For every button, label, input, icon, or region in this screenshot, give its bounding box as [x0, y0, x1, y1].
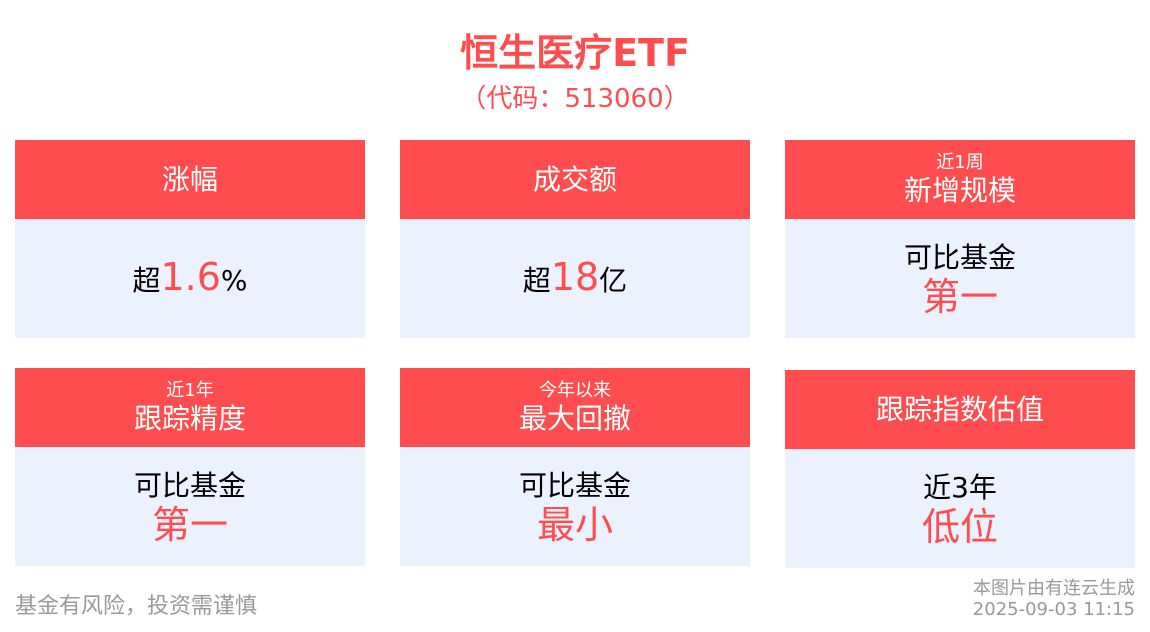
card-label: 涨幅 [161, 162, 218, 196]
card-valuation: 跟踪指数估值 近3年 低位 [785, 370, 1135, 568]
fund-code: （代码：513060） [460, 84, 690, 114]
card-label: 跟踪精度 [133, 401, 246, 435]
card-turnover: 成交额 超18亿 [400, 140, 750, 338]
card-big: 低位 [921, 504, 998, 549]
timestamp: 2025-09-03 11:15 [972, 599, 1135, 620]
value: 18 [550, 254, 600, 299]
card-label: 跟踪指数估值 [875, 392, 1044, 426]
card-sub: 今年以来 [539, 379, 611, 401]
card-gain: 涨幅 超1.6% [15, 140, 365, 338]
card-line: 可比基金 [133, 468, 246, 502]
card-line: 可比基金 [518, 468, 631, 502]
card-big: 最小 [536, 502, 613, 547]
value: 1.6 [160, 254, 221, 299]
card-tracking: 近1年 跟踪精度 可比基金 第一 [15, 368, 365, 566]
source-info: 本图片由有连云生成 2025-09-03 11:15 [973, 578, 1135, 620]
card-label: 新增规模 [903, 173, 1016, 207]
card-label: 最大回撤 [518, 401, 631, 435]
card-line: 可比基金 [903, 240, 1016, 274]
suffix: 亿 [599, 263, 628, 297]
card-label: 成交额 [532, 162, 617, 196]
card-big: 第一 [151, 502, 228, 547]
card-sub: 近1周 [936, 151, 984, 173]
card-drawdown: 今年以来 最大回撤 可比基金 最小 [400, 368, 750, 566]
card-big: 第一 [921, 274, 998, 319]
page-title: 恒生医疗ETF [460, 31, 690, 75]
prefix: 超 [522, 263, 551, 297]
card-sub: 近1年 [166, 379, 214, 401]
card-new-scale: 近1周 新增规模 可比基金 第一 [785, 140, 1135, 338]
source: 本图片由有连云生成 [973, 578, 1135, 599]
card-line: 近3年 [923, 470, 997, 504]
disclaimer: 基金有风险，投资需谨慎 [15, 594, 258, 619]
suffix: % [220, 263, 248, 297]
prefix: 超 [132, 263, 161, 297]
